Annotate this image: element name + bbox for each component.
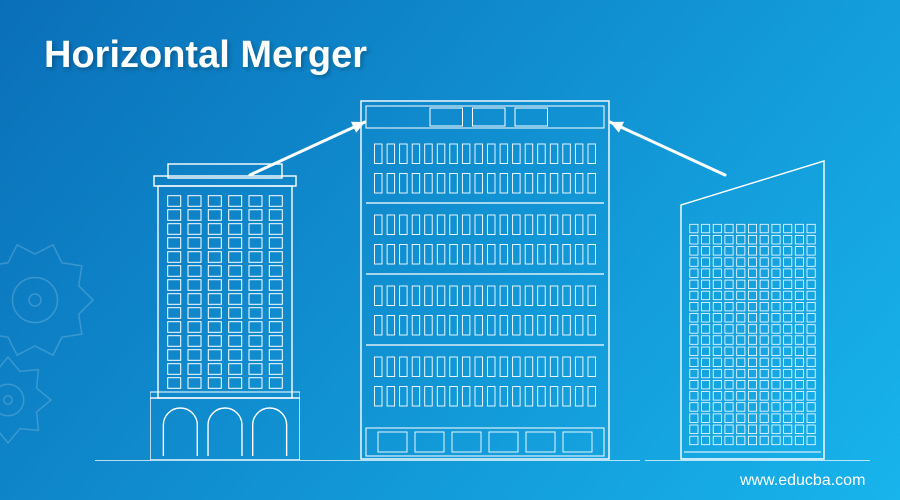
building-right xyxy=(680,160,825,460)
infographic-canvas: Horizontal Merger www.educba.com xyxy=(0,0,900,500)
gear-icon xyxy=(0,353,55,447)
gear-icon xyxy=(0,238,97,362)
building-left xyxy=(150,160,300,460)
building-center xyxy=(360,100,610,460)
page-title: Horizontal Merger xyxy=(44,34,367,77)
watermark-text: www.educba.com xyxy=(740,472,865,490)
